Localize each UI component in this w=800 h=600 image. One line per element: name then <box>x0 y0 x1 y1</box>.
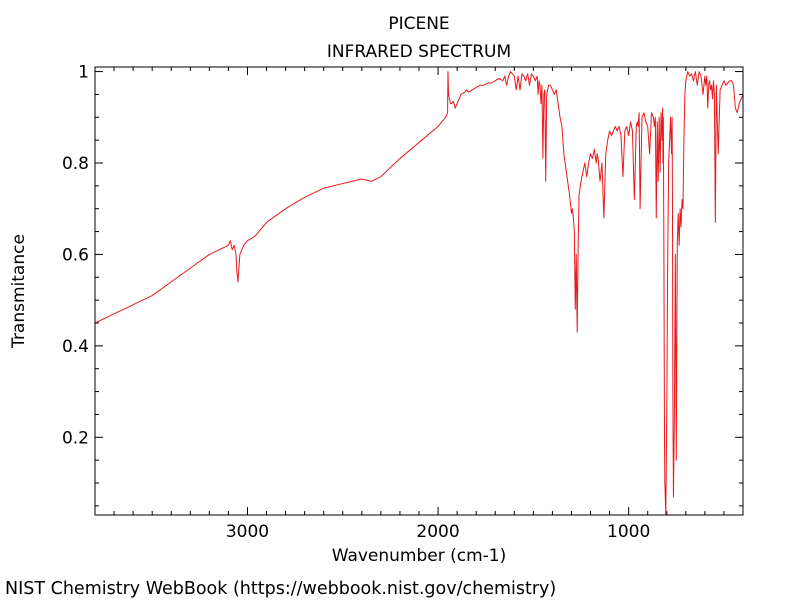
y-tick-label: 0.8 <box>62 154 89 174</box>
y-axis-label: Transmitance <box>9 234 29 349</box>
axis-ticks: 3000 2000 1000 1 0.8 0.6 0.4 0.2 <box>62 63 744 542</box>
footer-credit: NIST Chemistry WebBook (https://webbook.… <box>5 579 556 599</box>
spectrum-line <box>94 71 744 516</box>
y-tick-label: 0.4 <box>62 337 89 357</box>
x-axis-label: Wavenumber (cm-1) <box>332 546 507 566</box>
x-tick-label: 3000 <box>226 522 269 542</box>
y-tick-label: 0.2 <box>62 428 89 448</box>
x-tick-label: 1000 <box>607 522 650 542</box>
y-tick-label: 1 <box>78 63 89 83</box>
x-tick-label: 2000 <box>416 522 459 542</box>
chart-title: PICENE <box>388 14 449 34</box>
plot-frame <box>94 66 744 516</box>
plot-area <box>94 71 744 516</box>
y-tick-label: 0.6 <box>62 245 89 265</box>
chart-subtitle: INFRARED SPECTRUM <box>327 42 511 62</box>
